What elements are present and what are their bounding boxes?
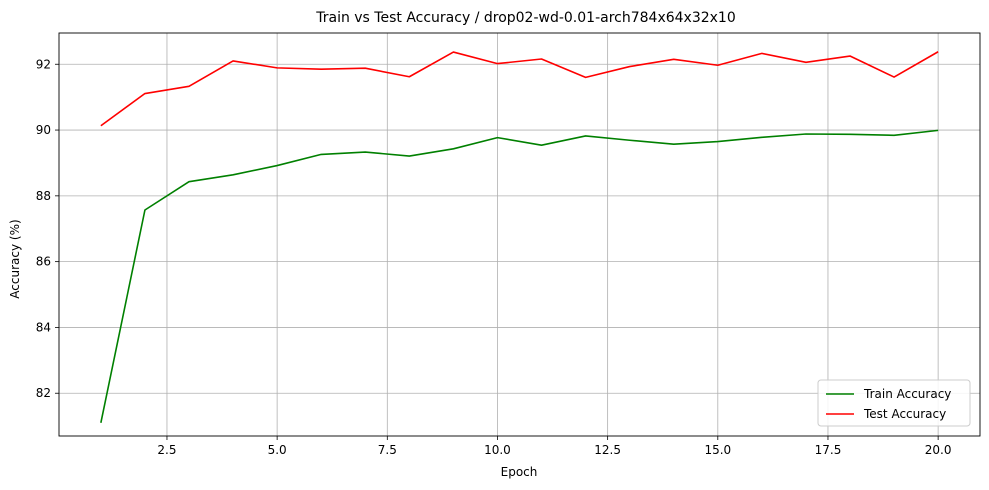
y-axis-ticks: 82 84 86 88 90 92: [36, 57, 59, 400]
x-tick-label: 15.0: [704, 443, 731, 457]
y-axis-label: Accuracy (%): [8, 219, 22, 298]
legend-box: [817, 379, 971, 427]
legend-label: Train Accuracy: [863, 387, 951, 401]
y-tick-label: 90: [36, 123, 51, 137]
x-tick-label: 5.0: [268, 443, 287, 457]
series-lines: [100, 51, 939, 424]
legend: Train Accuracy Test Accuracy: [817, 379, 971, 427]
x-tick-label: 10.0: [484, 443, 511, 457]
series-line-test-accuracy: [100, 51, 939, 127]
y-tick-label: 92: [36, 57, 51, 71]
y-tick-label: 82: [36, 386, 51, 400]
y-tick-label: 88: [36, 189, 51, 203]
y-tick-label: 84: [36, 320, 51, 334]
x-tick-label: 12.5: [594, 443, 621, 457]
chart-title: Train vs Test Accuracy / drop02-wd-0.01-…: [315, 10, 736, 26]
x-axis-ticks: 2.5 5.0 7.5 10.0 12.5 15.0 17.5 20.0: [157, 436, 951, 457]
y-tick-label: 86: [36, 255, 51, 269]
plot-frame: [58, 32, 981, 437]
legend-label: Test Accuracy: [863, 407, 946, 421]
x-tick-label: 7.5: [378, 443, 397, 457]
x-tick-label: 2.5: [157, 443, 176, 457]
series-line-train-accuracy: [100, 129, 939, 424]
x-tick-label: 20.0: [925, 443, 952, 457]
grid: [59, 33, 980, 436]
x-tick-label: 17.5: [815, 443, 842, 457]
x-axis-label: Epoch: [501, 465, 538, 479]
